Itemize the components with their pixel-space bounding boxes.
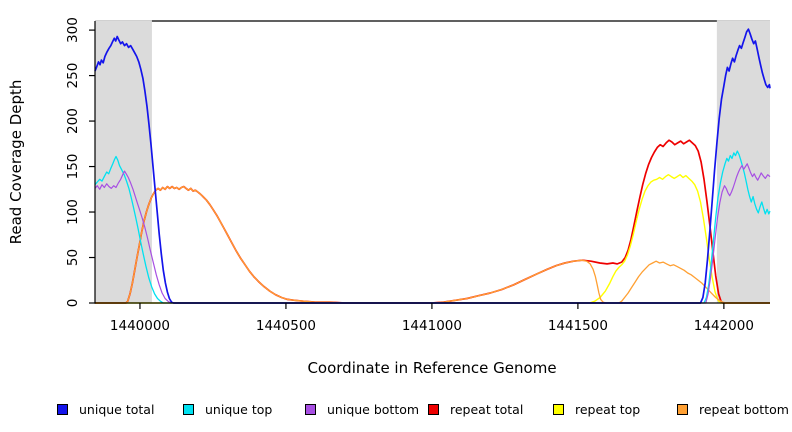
- x-tick-label: 1441000: [402, 318, 462, 334]
- series-line-repeat-total: [95, 139, 770, 304]
- series-line-unique-bottom: [94, 163, 771, 304]
- legend-label: unique total: [79, 402, 155, 417]
- x-tick-label: 1440000: [110, 318, 170, 334]
- series-line-repeat-bottom: [95, 185, 770, 304]
- y-tick-label: 300: [65, 17, 81, 43]
- y-tick-label: 200: [65, 108, 81, 134]
- legend-swatch-repeat-bottom: [677, 404, 688, 415]
- legend-item-unique-total: unique total: [57, 403, 154, 416]
- legend-swatch-repeat-top: [553, 404, 564, 415]
- legend-label: repeat total: [450, 402, 524, 417]
- legend-label: repeat bottom: [699, 402, 789, 417]
- legend-swatch-unique-top: [183, 404, 194, 415]
- shaded-region: [716, 20, 770, 304]
- x-tick-label: 1441500: [548, 318, 608, 334]
- x-axis-title: Coordinate in Reference Genome: [307, 359, 557, 377]
- series-line-unique-top: [94, 150, 771, 304]
- y-tick-label: 0: [65, 299, 81, 308]
- legend-item-unique-bottom: unique bottom: [305, 403, 419, 416]
- legend-label: unique top: [205, 402, 273, 417]
- legend-item-repeat-top: repeat top: [553, 403, 640, 416]
- y-tick-label: 50: [65, 249, 81, 266]
- y-tick-label: 150: [65, 154, 81, 180]
- legend-item-repeat-bottom: repeat bottom: [677, 403, 789, 416]
- series-line-unique-total: [94, 28, 771, 304]
- x-tick-label: 1442000: [694, 318, 754, 334]
- legend-swatch-repeat-total: [428, 404, 439, 415]
- y-tick-label: 100: [65, 199, 81, 225]
- legend-swatch-unique-bottom: [305, 404, 316, 415]
- shaded-region: [95, 20, 152, 304]
- x-tick-label: 1440500: [256, 318, 316, 334]
- legend-item-repeat-total: repeat total: [428, 403, 523, 416]
- y-tick-label: 250: [65, 63, 81, 89]
- legend-swatch-unique-total: [57, 404, 68, 415]
- legend-label: repeat top: [575, 402, 641, 417]
- plot-area: 1440000 1440500 1441000 1441500 1442000 0 50 10…: [65, 17, 771, 334]
- legend-label: unique bottom: [327, 402, 420, 417]
- series-line-repeat-top: [95, 173, 770, 304]
- legend-item-unique-top: unique top: [183, 403, 272, 416]
